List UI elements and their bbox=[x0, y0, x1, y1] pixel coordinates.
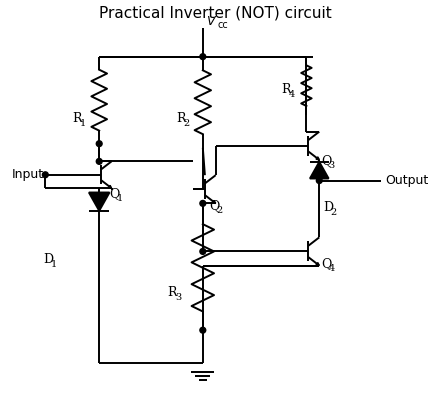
Text: 1: 1 bbox=[80, 119, 86, 128]
Polygon shape bbox=[108, 185, 111, 188]
Polygon shape bbox=[89, 192, 109, 211]
Circle shape bbox=[200, 200, 206, 206]
Text: Q: Q bbox=[209, 200, 219, 213]
Text: D: D bbox=[323, 202, 333, 215]
Circle shape bbox=[42, 172, 48, 178]
Text: R: R bbox=[72, 112, 82, 125]
Text: 4: 4 bbox=[289, 90, 295, 99]
Circle shape bbox=[316, 178, 322, 184]
Text: 1: 1 bbox=[117, 194, 123, 203]
Text: R: R bbox=[167, 286, 177, 299]
Text: Practical Inverter (NOT) circuit: Practical Inverter (NOT) circuit bbox=[99, 5, 332, 21]
Polygon shape bbox=[316, 157, 319, 160]
Circle shape bbox=[200, 327, 206, 333]
Circle shape bbox=[96, 141, 102, 147]
Circle shape bbox=[200, 249, 206, 255]
Text: Q: Q bbox=[110, 187, 120, 200]
Circle shape bbox=[96, 158, 102, 164]
Polygon shape bbox=[316, 262, 319, 265]
Text: cc: cc bbox=[217, 20, 228, 30]
Circle shape bbox=[200, 54, 206, 60]
Text: Q: Q bbox=[321, 154, 331, 167]
Text: V: V bbox=[206, 15, 215, 28]
Text: 2: 2 bbox=[184, 119, 190, 128]
Text: 1: 1 bbox=[51, 260, 57, 269]
Text: Q: Q bbox=[321, 257, 331, 270]
Text: 2: 2 bbox=[330, 208, 337, 218]
Text: 3: 3 bbox=[175, 293, 181, 302]
Polygon shape bbox=[310, 162, 329, 178]
Text: 2: 2 bbox=[216, 206, 223, 215]
Text: 3: 3 bbox=[328, 161, 335, 170]
Text: R: R bbox=[281, 83, 291, 96]
Text: D: D bbox=[43, 253, 53, 266]
Text: R: R bbox=[176, 112, 185, 125]
Text: Output: Output bbox=[385, 174, 428, 187]
Text: 4: 4 bbox=[328, 264, 335, 273]
Text: Input: Input bbox=[12, 168, 44, 181]
Polygon shape bbox=[212, 200, 216, 203]
